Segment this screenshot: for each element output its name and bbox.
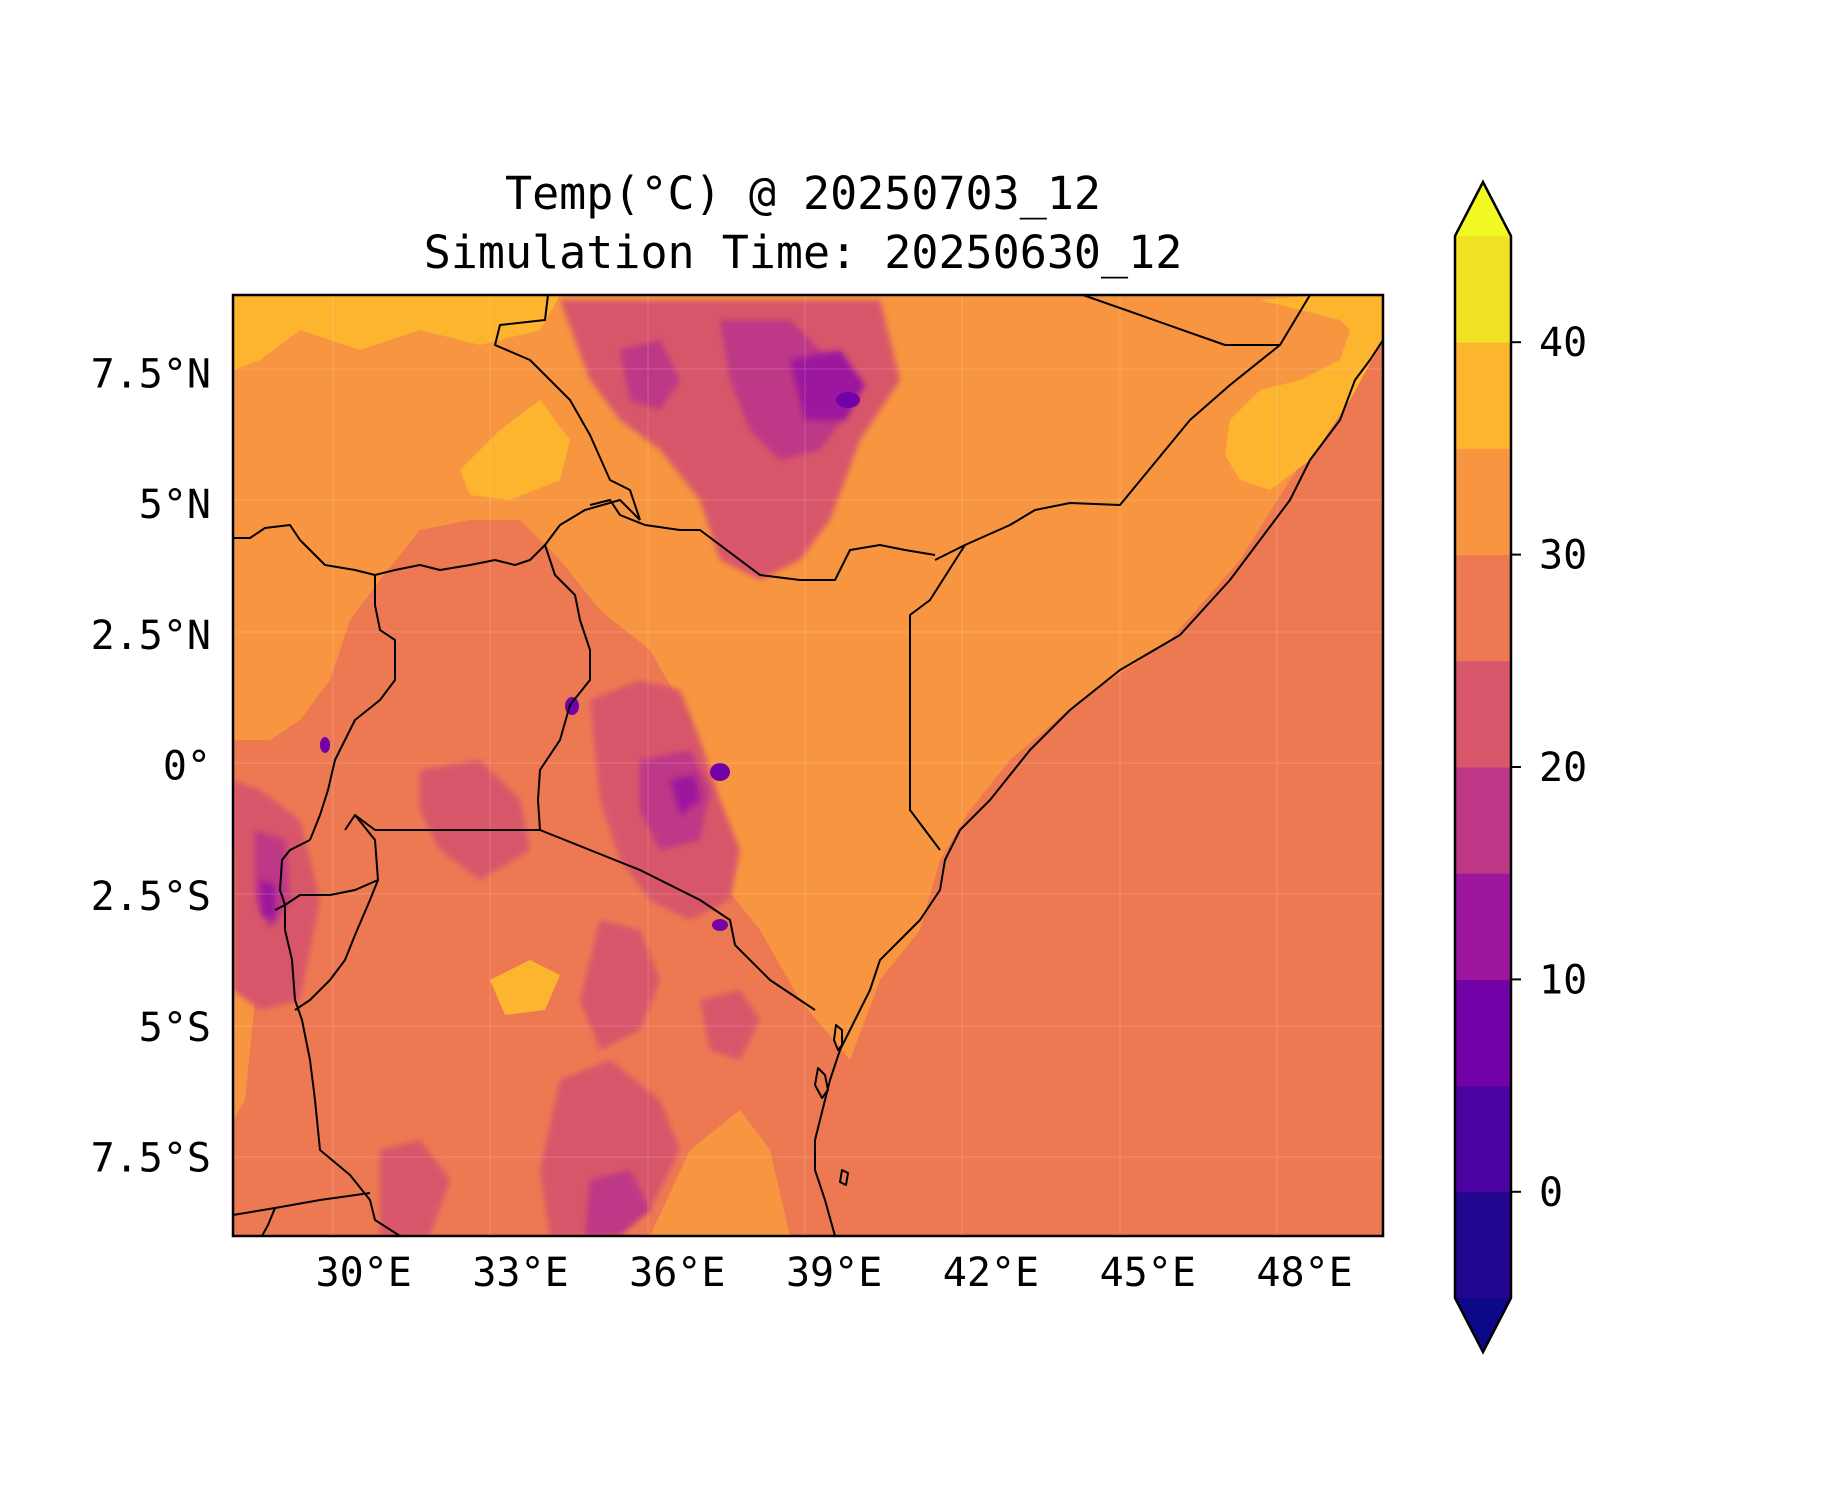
- y-axis-tick-labels: 7.5°N 5°N 2.5°N 0° 2.5°S 5°S 7.5°S: [91, 351, 211, 1181]
- colorbar-bin: [1455, 1085, 1511, 1193]
- field-band-35-40-north: [233, 295, 560, 370]
- field-band-35-40-sudan: [460, 400, 570, 500]
- island-pemba: [833, 1024, 843, 1051]
- y-tick-label: 5°N: [139, 482, 211, 528]
- colorbar-bin: [1455, 979, 1511, 1087]
- field-band-35-40-somalia: [1225, 300, 1383, 490]
- colorbar-bin: [1455, 660, 1511, 768]
- border-south-sudan-uganda: [233, 524, 496, 576]
- y-tick-label: 0°: [163, 744, 211, 790]
- border-south-sudan-ethiopia: [494, 295, 641, 521]
- border-zambia-tanzania: [233, 1192, 371, 1216]
- border-kenya-tanzania: [539, 829, 816, 1011]
- x-tick-label: 30°E: [316, 1250, 412, 1296]
- island-zanzibar: [814, 1067, 829, 1099]
- field-band-5-10: [320, 392, 860, 931]
- colorbar-under-extension: [1455, 1298, 1511, 1352]
- colorbar-tick-label: 10: [1539, 957, 1587, 1003]
- island-mafia: [839, 1169, 849, 1186]
- border-ethiopia-somalia: [934, 295, 1311, 561]
- x-tick-label: 33°E: [472, 1250, 568, 1296]
- colorbar-tick-label: 20: [1539, 745, 1587, 791]
- temperature-field: [233, 295, 1383, 1236]
- colorbar-over-extension: [1455, 182, 1511, 236]
- y-tick-label: 2.5°N: [91, 613, 211, 659]
- map-frame: [231, 293, 1385, 1238]
- colorbar-outline: [1453, 179, 1513, 1355]
- border-rwanda-burundi: [274, 814, 379, 911]
- y-tick-label: 7.5°N: [91, 351, 211, 397]
- colorbar-bin: [1455, 554, 1511, 662]
- border-uganda-drc: [309, 575, 396, 841]
- colorbar-bin: [1455, 1191, 1511, 1299]
- y-tick-label: 2.5°S: [91, 874, 211, 920]
- x-tick-label: 39°E: [786, 1250, 882, 1296]
- colorbar-bin: [1455, 873, 1511, 980]
- field-band-35-40-somalia-coast: [1260, 295, 1383, 330]
- border-ethiopia-kenya: [589, 499, 936, 581]
- map-title-line2: Simulation Time: 20250630_12: [424, 226, 1183, 279]
- map-title-line1: Temp(°C) @ 20250703_12: [505, 167, 1101, 220]
- border-malawi: [261, 1207, 276, 1236]
- x-tick-label: 36°E: [629, 1250, 725, 1296]
- y-tick-label: 5°S: [139, 1005, 211, 1051]
- colorbar-bin: [1455, 342, 1511, 449]
- x-tick-label: 45°E: [1100, 1250, 1196, 1296]
- x-tick-label: 48°E: [1256, 1250, 1352, 1296]
- border-drc-lake-tanganyika: [279, 839, 401, 1236]
- border-burundi-tanzania: [294, 879, 379, 1011]
- border-uganda-tanzania: [344, 814, 540, 831]
- field-band-35-40-south: [650, 1110, 790, 1236]
- colorbar-bin: [1455, 767, 1511, 874]
- country-borders: [233, 295, 1383, 1236]
- colorbar-bin: [1455, 236, 1511, 343]
- colorbar-tick-label: 40: [1539, 320, 1587, 366]
- border-south-sudan-kenya: [494, 499, 641, 566]
- colorbar-tick-label: 0: [1539, 1170, 1563, 1216]
- colorbar-tick-label: 30: [1539, 533, 1587, 579]
- border-somaliland: [1082, 295, 1280, 346]
- border-uganda-kenya: [537, 544, 591, 831]
- colorbar: 0 10 20 30 40: [1453, 179, 1587, 1355]
- border-kenya-somalia: [909, 544, 966, 851]
- colorbar-bin: [1455, 448, 1511, 556]
- field-band-35-40-tanzania: [490, 960, 560, 1015]
- x-tick-label: 42°E: [943, 1250, 1039, 1296]
- y-tick-label: 7.5°S: [91, 1136, 211, 1182]
- x-axis-tick-labels: 30°E 33°E 36°E 39°E 42°E 45°E 48°E: [316, 1250, 1353, 1296]
